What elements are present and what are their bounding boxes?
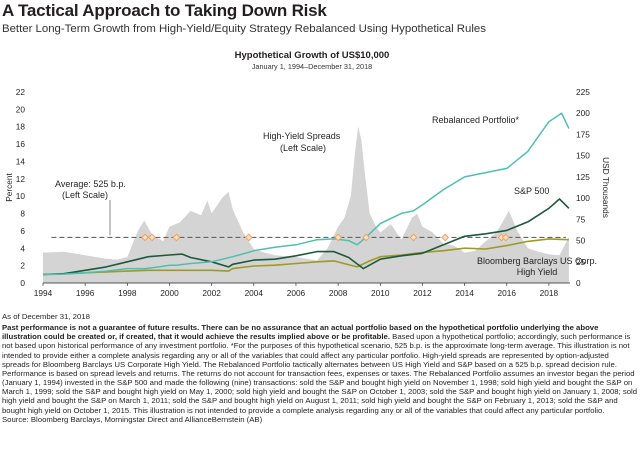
y-right-tick-label: 100 — [576, 193, 590, 203]
annotation-average-scale: (Left Scale) — [62, 190, 108, 200]
y-left-axis-label: Percent — [4, 173, 14, 202]
annotations-layer: Average: 525 b.p.(Left Scale)High-Yield … — [55, 115, 597, 277]
y-right-tick-label: 200 — [576, 108, 590, 118]
page-subtitle: Better Long-Term Growth from High-Yield/… — [2, 23, 486, 35]
x-tick-label: 2010 — [371, 288, 390, 298]
y-left-tick-label: 20 — [16, 104, 26, 114]
y-left-tick-label: 12 — [16, 174, 26, 184]
disclaimer: Past performance is not a guarantee of f… — [2, 323, 638, 415]
y-right-tick-label: 175 — [576, 129, 590, 139]
annotation-average: Average: 525 b.p. — [55, 179, 126, 189]
series-area-high-yield-spreads — [43, 126, 569, 283]
y-left-tick-label: 2 — [20, 261, 25, 271]
annotation-high-yield-line2: High Yield — [517, 267, 558, 277]
transaction-marker — [244, 233, 253, 242]
disclaimer-bold: Past performance is not a guarantee of f… — [2, 323, 599, 342]
as-of-date: As of December 31, 2018 — [2, 312, 90, 321]
y-left-tick-label: 8 — [20, 209, 25, 219]
x-tick-label: 1994 — [34, 288, 53, 298]
y-right-tick-label: 25 — [576, 257, 586, 267]
annotation-high-yield-spreads: High-Yield Spreads — [263, 131, 341, 141]
x-tick-label: 2002 — [202, 288, 221, 298]
y-right-tick-label: 0 — [576, 278, 581, 288]
y-left-tick-label: 16 — [16, 139, 26, 149]
y-left-tick-label: 0 — [20, 278, 25, 288]
transaction-marker — [409, 233, 418, 242]
disclaimer-body: Based upon a hypothetical portfolio; acc… — [2, 332, 638, 415]
annotation-spreads-scale: (Left Scale) — [280, 143, 326, 153]
y-left-tick-label: 10 — [16, 191, 26, 201]
y-left-tick-label: 6 — [20, 226, 25, 236]
transaction-marker — [148, 233, 156, 242]
x-tick-label: 2000 — [160, 288, 179, 298]
annotation-sp-500: S&P 500 — [514, 186, 549, 196]
y-right-tick-label: 150 — [576, 151, 590, 161]
transaction-marker — [441, 233, 450, 242]
annotation-high-yield: Bloomberg Barclays US Corp. — [477, 256, 597, 266]
footnotes: As of December 31, 2018 Past performance… — [2, 312, 638, 424]
y-left-tick-label: 4 — [20, 243, 25, 253]
y-right-tick-label: 75 — [576, 214, 586, 224]
y-left-tick-label: 22 — [16, 87, 26, 97]
x-tick-label: 2004 — [245, 288, 264, 298]
source-note: Source: Bloomberg Barclays, Morningstar … — [2, 414, 263, 424]
transaction-marker — [334, 233, 343, 242]
x-tick-label: 2008 — [329, 288, 348, 298]
x-tick-label: 2016 — [498, 288, 517, 298]
series-line-bloomberg-barclays-high-yield — [42, 238, 569, 276]
growth-chart: Hypothetical Growth of US$10,000 January… — [4, 50, 611, 298]
y-right-tick-label: 225 — [576, 87, 590, 97]
transaction-markers-layer — [141, 233, 510, 242]
y-right-axis-label: USD Thousands — [601, 157, 611, 218]
x-tick-label: 2018 — [540, 288, 559, 298]
annotation-rebalanced-portfolio: Rebalanced Portfolio* — [432, 115, 520, 125]
chart-subtitle: January 1, 1994–December 31, 2018 — [252, 62, 372, 71]
y-left-tick-label: 14 — [16, 156, 26, 166]
axes-layer: 1994 1996 1998 2000 2002 2004 2006 2008 2010 2012… — [4, 87, 611, 298]
transaction-marker — [501, 233, 510, 242]
page-title: A Tactical Approach to Taking Down Risk — [2, 1, 327, 20]
x-tick-label: 2014 — [455, 288, 474, 298]
series-line-sp-500 — [42, 198, 570, 276]
x-tick-label: 2012 — [413, 288, 432, 298]
transaction-marker — [141, 233, 149, 242]
series-line-rebalanced-portfolio — [42, 112, 570, 276]
y-right-tick-label: 125 — [576, 172, 590, 182]
transaction-marker — [172, 233, 181, 242]
x-tick-label: 2006 — [287, 288, 306, 298]
chart-title: Hypothetical Growth of US$10,000 — [235, 50, 390, 61]
x-tick-label: 1998 — [118, 288, 137, 298]
transaction-marker — [362, 233, 371, 242]
x-tick-label: 1996 — [76, 288, 95, 298]
y-left-tick-label: 18 — [16, 122, 26, 132]
spreads-area-layer — [43, 126, 569, 283]
y-right-tick-label: 50 — [576, 236, 586, 246]
series-lines-layer — [42, 112, 570, 276]
